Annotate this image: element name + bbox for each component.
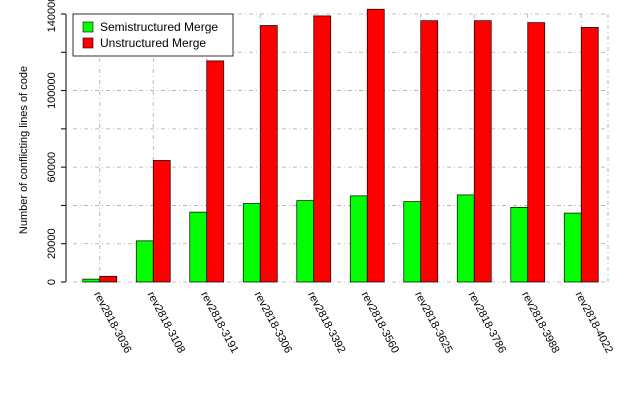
bar-unstructured-rev2818-3560 xyxy=(366,8,385,283)
x-tick-label: rev2818-3786 xyxy=(466,290,508,356)
y-tick-label: 140000 xyxy=(46,0,58,32)
bar-unstructured-rev2818-3108 xyxy=(152,160,171,283)
bar-unstructured-rev2818-4022 xyxy=(580,27,599,283)
y-tick-label: 60000 xyxy=(46,152,58,183)
x-tick-label: rev2818-3306 xyxy=(252,290,294,356)
x-tick-label: rev2818-4022 xyxy=(573,290,615,356)
legend-label-semistructured: Semistructured Merge xyxy=(100,20,218,34)
bar-semistructured-rev2818-3191 xyxy=(189,211,208,283)
x-tick-label: rev2818-3036 xyxy=(91,290,133,356)
x-tick-label: rev2818-3625 xyxy=(412,290,454,356)
x-axis: rev2818-3036 rev2818-3108 rev2818-3191 rev2… xyxy=(91,290,615,356)
bar-unstructured-rev2818-3786 xyxy=(473,20,492,283)
bar-semistructured-rev2818-3988 xyxy=(510,206,529,283)
legend-swatch-semistructured xyxy=(82,21,94,33)
legend-swatch-unstructured xyxy=(82,37,94,49)
x-tick-label: rev2818-3988 xyxy=(519,290,561,356)
x-tick-label: rev2818-3108 xyxy=(145,290,187,356)
bar-semistructured-rev2818-3306 xyxy=(242,203,261,283)
legend-label-unstructured: Unstructured Merge xyxy=(100,36,206,50)
bar-semistructured-rev2818-3392 xyxy=(296,200,315,283)
bar-unstructured-rev2818-3191 xyxy=(206,60,225,283)
x-tick-label: rev2818-3560 xyxy=(359,290,401,356)
bars xyxy=(82,8,599,283)
y-tick-label: 20000 xyxy=(46,228,58,259)
bar-unstructured-rev2818-3306 xyxy=(259,25,278,283)
y-axis-label: Number of conflicting lines of code xyxy=(18,66,30,234)
bar-semistructured-rev2818-3108 xyxy=(135,240,154,283)
bar-semistructured-rev2818-3625 xyxy=(403,201,422,283)
x-tick-label: rev2818-3392 xyxy=(305,290,347,356)
bar-semistructured-rev2818-3560 xyxy=(349,195,368,283)
bar-unstructured-rev2818-3392 xyxy=(313,15,332,283)
x-tick-label: rev2818-3191 xyxy=(198,290,240,356)
bar-semistructured-rev2818-4022 xyxy=(563,212,582,283)
bar-unstructured-rev2818-3625 xyxy=(420,20,439,283)
y-tick-label: 0 xyxy=(46,279,58,285)
y-axis: 0 20000 60000 100000 140000 xyxy=(46,0,67,285)
bar-unstructured-rev2818-3036 xyxy=(99,275,118,283)
bar-semistructured-rev2818-3786 xyxy=(456,194,475,283)
legend-box xyxy=(72,13,234,57)
legend: Semistructured Merge Unstructured Merge xyxy=(72,13,234,57)
bar-unstructured-rev2818-3988 xyxy=(527,22,546,283)
y-tick-label: 100000 xyxy=(46,72,58,109)
bar-semistructured-rev2818-3036 xyxy=(82,278,101,283)
